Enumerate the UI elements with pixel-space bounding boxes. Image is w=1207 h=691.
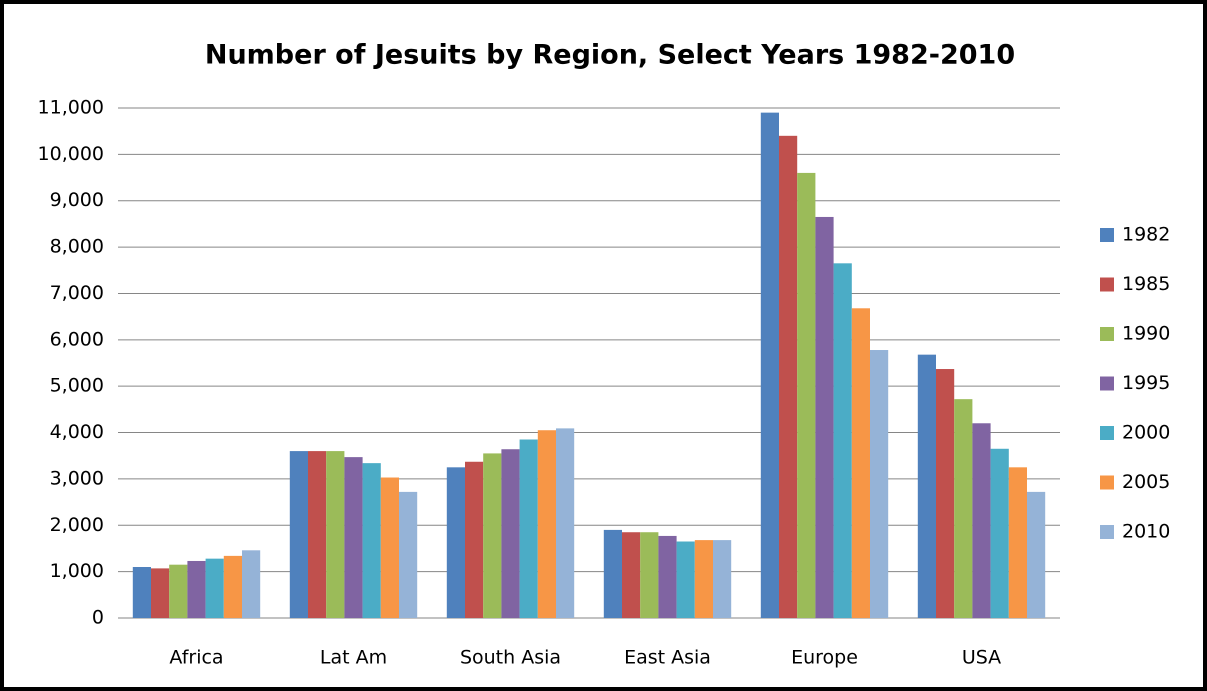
- chart-title: Number of Jesuits by Region, Select Year…: [205, 40, 1015, 71]
- legend-swatch: [1100, 228, 1114, 242]
- bar: [851, 308, 870, 618]
- bar: [205, 558, 224, 618]
- x-tick-label: Africa: [169, 647, 223, 669]
- bar: [537, 430, 556, 618]
- y-tick-label: 7,000: [50, 282, 104, 304]
- bar: [936, 369, 955, 618]
- legend-swatch: [1100, 277, 1114, 292]
- legend-label: 1985: [1122, 273, 1170, 295]
- y-tick-label: 0: [92, 607, 104, 629]
- bar: [308, 451, 327, 618]
- x-tick-label: East Asia: [624, 647, 711, 669]
- bar: [326, 451, 345, 618]
- bar: [622, 532, 641, 618]
- y-tick-label: 9,000: [50, 189, 104, 211]
- bar: [399, 491, 418, 618]
- y-tick-label: 2,000: [50, 514, 104, 536]
- legend-swatch: [1100, 426, 1114, 440]
- legend-swatch: [1100, 327, 1114, 341]
- bar: [501, 449, 520, 618]
- y-tick-label: 6,000: [50, 328, 104, 350]
- bar: [187, 560, 206, 618]
- y-tick-label: 10,000: [38, 143, 104, 165]
- bar: [1008, 467, 1027, 618]
- y-tick-label: 3,000: [50, 467, 104, 489]
- legend-swatch: [1100, 525, 1114, 539]
- legend-label: 2005: [1122, 471, 1170, 493]
- bar: [815, 216, 834, 619]
- bar: [446, 467, 465, 618]
- y-tick-label: 4,000: [50, 421, 104, 443]
- legend-swatch: [1100, 376, 1114, 391]
- bar: [242, 550, 261, 618]
- y-tick-label: 5,000: [50, 375, 104, 397]
- legend-label: 1990: [1122, 323, 1170, 345]
- bar: [344, 457, 363, 618]
- bar: [694, 540, 713, 618]
- x-tick-label: USA: [962, 647, 1001, 669]
- bar: [169, 564, 188, 618]
- y-tick-label: 11,000: [38, 97, 104, 119]
- bar: [1027, 491, 1046, 618]
- bar: [223, 555, 242, 618]
- legend-label: 1982: [1122, 224, 1170, 246]
- bar: [658, 535, 677, 618]
- x-tick-label: South Asia: [460, 647, 561, 669]
- bar: [676, 541, 695, 618]
- bar: [465, 461, 484, 618]
- bar: [713, 540, 732, 618]
- bar: [954, 399, 973, 618]
- bar: [990, 448, 1009, 618]
- legend-label: 2000: [1122, 422, 1170, 444]
- legend-label: 2010: [1122, 521, 1170, 543]
- bar: [519, 439, 538, 618]
- bar: [833, 263, 852, 618]
- bar: [483, 453, 502, 618]
- bar: [151, 568, 170, 618]
- bar: [362, 463, 381, 618]
- x-tick-label: Europe: [791, 647, 858, 669]
- bar: [779, 135, 798, 618]
- bar: [132, 567, 151, 618]
- legend-swatch: [1100, 475, 1114, 490]
- bar: [556, 428, 575, 618]
- bar: [870, 350, 889, 618]
- bar: [380, 477, 399, 618]
- bar: [640, 532, 659, 618]
- bar: [289, 451, 308, 618]
- legend-label: 1995: [1122, 372, 1170, 394]
- y-tick-label: 1,000: [50, 560, 104, 582]
- y-tick-label: 8,000: [50, 236, 104, 258]
- bar: [797, 172, 816, 618]
- bar: [603, 529, 622, 618]
- bar: [917, 354, 936, 618]
- bar: [760, 112, 779, 619]
- bar: [972, 423, 991, 618]
- x-tick-label: Lat Am: [320, 647, 387, 669]
